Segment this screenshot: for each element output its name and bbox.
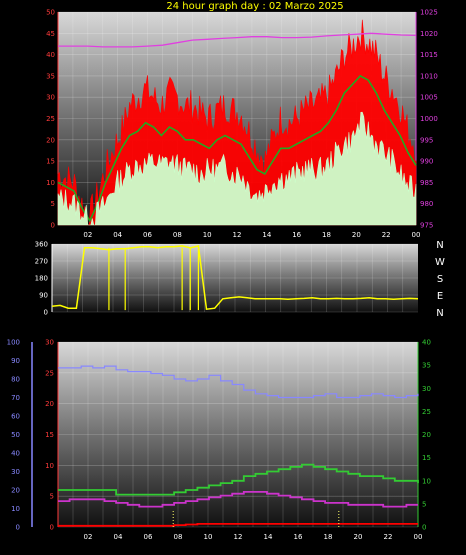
far-left-tick-label: 20 (11, 487, 20, 495)
x-tick-label: 02 (83, 231, 92, 239)
x-tick-label: 16 (292, 231, 301, 239)
right-tick-label: 10 (422, 477, 431, 485)
left-tick-label: 270 (35, 258, 48, 266)
right-tick-label: 40 (422, 339, 431, 347)
x-tick-label: 12 (234, 533, 243, 541)
x-tick-label: 10 (204, 533, 213, 541)
chart-title: 24 hour graph day : 02 Marzo 2025 (166, 1, 343, 12)
left-tick-label: 0 (51, 222, 55, 230)
series-line-2 (58, 491, 418, 508)
far-left-tick-label: 10 (11, 505, 20, 513)
right-tick-label: 1015 (420, 51, 438, 59)
left-tick-label: 50 (46, 9, 55, 17)
left-tick-label: 10 (46, 179, 55, 187)
left-tick-label: 15 (45, 431, 54, 439)
x-tick-label: 10 (203, 231, 212, 239)
left-tick-label: 40 (46, 51, 55, 59)
right-tick-label: 995 (420, 136, 433, 144)
left-tick-label: 30 (46, 94, 55, 102)
left-tick-label: 30 (45, 339, 54, 347)
x-tick-label: 20 (352, 231, 361, 239)
left-tick-label: 20 (46, 136, 55, 144)
x-tick-label: 02 (84, 533, 93, 541)
right-tick-label: 0 (422, 524, 426, 532)
left-tick-label: 35 (46, 72, 55, 80)
x-tick-label: 00 (412, 231, 421, 239)
left-tick-label: 20 (45, 400, 54, 408)
right-tick-label: 35 (422, 362, 431, 370)
left-tick-label: 45 (46, 30, 55, 38)
x-tick-label: 22 (382, 231, 391, 239)
left-tick-label: 25 (45, 369, 54, 377)
x-tick-label: 16 (294, 533, 303, 541)
x-tick-label: 18 (324, 533, 333, 541)
series-line-1 (58, 463, 419, 496)
x-tick-label: 00 (414, 533, 423, 541)
far-left-tick-label: 30 (11, 468, 20, 476)
left-tick-label: 25 (46, 115, 55, 123)
left-tick-label: 0 (50, 524, 54, 532)
compass-label: S (437, 274, 443, 285)
compass-label: W (435, 257, 445, 268)
right-tick-label: 985 (420, 179, 433, 187)
left-tick-label: 90 (39, 292, 48, 300)
right-tick-label: 20 (422, 431, 431, 439)
left-tick-label: 360 (35, 241, 48, 249)
x-tick-label: 08 (173, 231, 182, 239)
right-tick-label: 1000 (420, 115, 438, 123)
far-left-tick-label: 90 (11, 357, 20, 365)
left-tick-label: 5 (50, 493, 54, 501)
left-tick-label: 10 (45, 462, 54, 470)
compass-label: N (436, 240, 443, 251)
far-left-tick-label: 70 (11, 394, 20, 402)
x-tick-label: 14 (262, 231, 271, 239)
series-line-1 (57, 74, 417, 223)
right-tick-label: 975 (420, 222, 433, 230)
series-line-0 (58, 365, 419, 399)
x-tick-label: 22 (384, 533, 393, 541)
series-line-3 (58, 32, 417, 48)
left-tick-label: 0 (44, 309, 48, 317)
compass-label: N (436, 308, 443, 319)
right-tick-label: 25 (422, 408, 431, 416)
far-left-tick-label: 80 (11, 376, 20, 384)
far-left-tick-label: 50 (11, 431, 20, 439)
x-tick-label: 12 (233, 231, 242, 239)
far-left-tick-label: 60 (11, 413, 20, 421)
x-tick-label: 04 (113, 231, 122, 239)
x-tick-label: 04 (114, 533, 123, 541)
plot-area-3 (58, 342, 418, 527)
x-tick-label: 20 (354, 533, 363, 541)
left-tick-label: 180 (35, 275, 48, 283)
right-tick-label: 1005 (420, 94, 438, 102)
right-tick-label: 15 (422, 454, 431, 462)
right-tick-label: 980 (420, 200, 433, 208)
far-left-tick-label: 0 (16, 524, 20, 532)
left-tick-label: 15 (46, 158, 55, 166)
x-tick-label: 06 (144, 533, 153, 541)
series-area-2 (57, 111, 417, 226)
right-tick-label: 990 (420, 158, 433, 166)
x-tick-label: 06 (143, 231, 152, 239)
far-left-tick-label: 40 (11, 450, 20, 458)
right-tick-label: 1020 (420, 30, 438, 38)
far-left-tick-label: 100 (7, 339, 20, 347)
right-tick-label: 1010 (420, 72, 438, 80)
right-tick-label: 1025 (420, 9, 438, 17)
x-tick-label: 18 (322, 231, 331, 239)
wind-direction-line (51, 244, 419, 311)
compass-label: E (437, 291, 443, 302)
x-tick-label: 08 (174, 533, 183, 541)
right-tick-label: 30 (422, 385, 431, 393)
right-tick-label: 5 (422, 500, 426, 508)
x-tick-label: 14 (264, 533, 273, 541)
series-line-3 (58, 523, 418, 527)
left-tick-label: 5 (51, 200, 55, 208)
plot-area-2 (52, 244, 418, 312)
